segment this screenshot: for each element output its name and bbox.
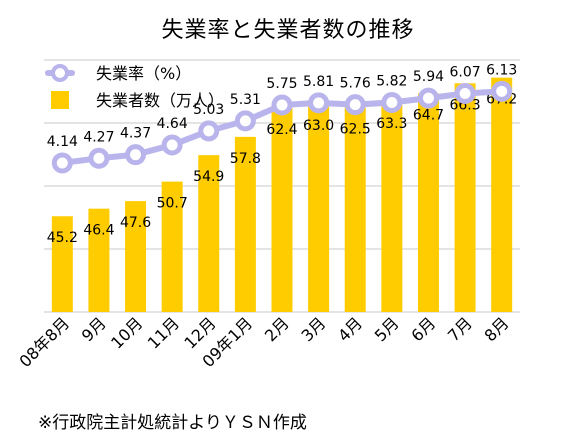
x-tick-label: 2月 [261, 313, 293, 345]
rate-marker-1 [51, 152, 73, 174]
bar-9 [344, 107, 366, 312]
rate-value-label: 4.14 [47, 134, 78, 150]
bar-11 [417, 93, 439, 312]
rate-marker-11 [417, 87, 439, 109]
bar-2 [88, 208, 110, 312]
bar-7 [271, 107, 293, 312]
legend-count-label: 失業者数（万人） [96, 91, 224, 110]
bar-value-label: 50.7 [157, 196, 188, 212]
rate-marker-3 [125, 144, 147, 166]
bar-8 [308, 104, 330, 312]
x-tick-label: 5月 [371, 313, 403, 345]
bar-value-label: 63.3 [376, 116, 407, 132]
bar-13 [491, 77, 513, 312]
x-tick-label: 8月 [481, 313, 513, 345]
rate-value-label: 5.03 [193, 102, 224, 118]
bar-value-label: 63.0 [303, 118, 334, 134]
x-tick-label: 6月 [407, 313, 439, 345]
rate-marker-7 [271, 94, 293, 116]
bar-value-label: 46.4 [83, 223, 114, 239]
rate-value-label: 6.07 [449, 64, 480, 80]
rate-value-label: 4.64 [157, 116, 188, 132]
bar-10 [381, 102, 403, 313]
rate-value-label: 5.75 [266, 76, 297, 92]
legend-bar-symbol [51, 91, 69, 109]
x-tick-label: 11月 [144, 313, 183, 352]
bar-value-label: 47.6 [120, 215, 151, 231]
bar-4 [161, 181, 183, 312]
bar-value-label: 64.7 [413, 107, 444, 123]
x-tick-label: 10月 [107, 313, 146, 352]
rate-marker-10 [381, 91, 403, 113]
rate-value-label: 5.76 [340, 76, 371, 92]
rate-value-label: 6.13 [486, 62, 517, 78]
bar-3 [125, 201, 147, 312]
rate-marker-4 [161, 134, 183, 156]
bar-6 [234, 136, 256, 312]
legend-line-marker [51, 64, 69, 82]
x-tick-label: 7月 [444, 313, 476, 345]
bar-value-label: 66.3 [449, 97, 480, 113]
rate-marker-13 [491, 80, 513, 102]
rate-marker-6 [234, 110, 256, 132]
rate-value-label: 4.27 [83, 129, 114, 145]
rate-marker-8 [308, 92, 330, 114]
x-tick-label: 3月 [297, 313, 329, 345]
bar-value-label: 45.2 [47, 230, 78, 246]
x-tick-label: 4月 [334, 313, 366, 345]
bar-value-label: 57.8 [230, 151, 261, 167]
rate-marker-2 [88, 147, 110, 169]
x-tick-label: 9月 [78, 313, 110, 345]
x-tick-label: 08年8月 [15, 313, 73, 371]
bar-value-label: 62.4 [266, 122, 297, 138]
rate-value-label: 5.81 [303, 74, 334, 90]
bar-5 [198, 155, 220, 312]
rate-marker-9 [344, 94, 366, 116]
chart-title: 失業率と失業者数の推移 [161, 18, 415, 43]
rate-value-label: 5.94 [413, 69, 444, 85]
rate-value-label: 5.82 [376, 73, 407, 89]
rate-marker-5 [198, 120, 220, 142]
bar-12 [454, 83, 476, 312]
rate-marker-12 [454, 82, 476, 104]
rate-value-label: 4.37 [120, 126, 151, 142]
bar-value-label: 54.9 [193, 169, 224, 185]
bar-value-label: 62.5 [340, 121, 371, 137]
bar-1 [51, 216, 73, 312]
legend-rate-label: 失業率（%） [96, 64, 191, 83]
rate-value-label: 5.31 [230, 92, 261, 108]
source-note: ※行政院主計処統計よりＹＳＮ作成 [38, 413, 307, 433]
